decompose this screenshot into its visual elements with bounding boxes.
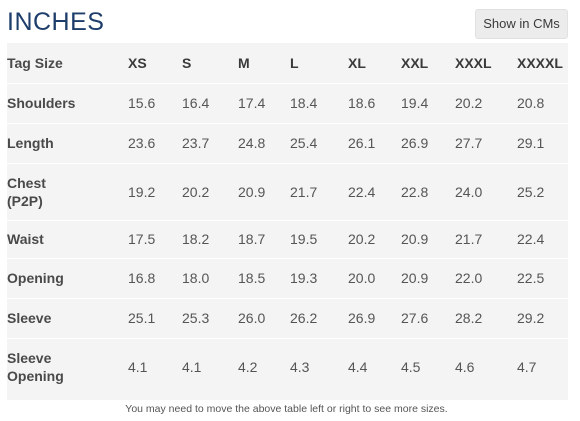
table-cell: 26.0 [238, 310, 266, 326]
row-label: Sleeve [7, 310, 52, 326]
table-cell: 19.2 [128, 183, 156, 200]
table-cell: 28.2 [455, 310, 483, 326]
table-cell: 4.3 [290, 358, 310, 375]
table-cell: 20.2 [455, 95, 483, 111]
row-label: Shoulders [7, 95, 76, 111]
table-cell: 18.2 [182, 231, 210, 247]
table-cell: 20.9 [238, 183, 266, 200]
page-title: INCHES [7, 8, 105, 36]
table-cell: 26.9 [348, 310, 376, 326]
size-header-xl: XL [348, 54, 366, 71]
table-cell: 20.0 [348, 270, 376, 286]
row-label: Waist [7, 231, 44, 247]
table-cell: 20.8 [517, 95, 545, 111]
table-cell: 22.4 [348, 183, 376, 200]
row-label: Opening [7, 270, 64, 286]
table-cell: 20.2 [182, 183, 210, 200]
size-header-xs: XS [128, 54, 147, 71]
table-cell: 20.9 [401, 231, 429, 247]
table-cell: 4.1 [182, 358, 202, 375]
table-cell: 17.5 [128, 231, 156, 247]
size-header-xxxxl: XXXXL [517, 54, 563, 71]
table-cell: 23.6 [128, 135, 156, 151]
show-in-cms-button[interactable]: Show in CMs [475, 9, 568, 39]
table-cell: 15.6 [128, 95, 156, 111]
table-cell: 4.4 [348, 358, 368, 375]
table-cell: 4.7 [517, 358, 537, 375]
table-cell: 4.6 [455, 358, 475, 375]
table-cell: 24.8 [238, 135, 266, 151]
table-cell: 29.2 [517, 310, 545, 326]
table-cell: 26.2 [290, 310, 318, 326]
table-cell: 22.4 [517, 231, 545, 247]
row-label: Chest (P2P) [7, 174, 46, 209]
table-cell: 16.4 [182, 95, 210, 111]
table-cell: 19.3 [290, 270, 318, 286]
table-row-chest: Chest (P2P) 19.2 20.2 20.9 21.7 22.4 22.8… [7, 163, 568, 220]
row-label: Sleeve Opening [7, 349, 64, 384]
table-cell: 21.7 [455, 231, 483, 247]
tag-size-header: Tag Size [7, 54, 63, 71]
table-cell: 18.7 [238, 231, 266, 247]
table-row-opening: Opening 16.8 18.0 18.5 19.3 20.0 20.9 22… [7, 258, 568, 298]
table-cell: 25.2 [517, 183, 545, 200]
size-header-s: S [182, 54, 192, 71]
table-cell: 25.1 [128, 310, 156, 326]
table-row-shoulders: Shoulders 15.6 16.4 17.4 18.4 18.6 19.4 … [7, 83, 568, 123]
table-cell: 21.7 [290, 183, 318, 200]
table-cell: 22.5 [517, 270, 545, 286]
table-cell: 18.0 [182, 270, 210, 286]
table-cell: 24.0 [455, 183, 483, 200]
table-cell: 25.3 [182, 310, 210, 326]
table-row-length: Length 23.6 23.7 24.8 25.4 26.1 26.9 27.… [7, 123, 568, 163]
table-cell: 26.9 [401, 135, 429, 151]
table-cell: 4.1 [128, 358, 148, 375]
size-header-xxl: XXL [401, 54, 429, 71]
table-cell: 25.4 [290, 135, 318, 151]
table-cell: 20.2 [348, 231, 376, 247]
table-cell: 18.4 [290, 95, 318, 111]
size-header-l: L [290, 54, 299, 71]
table-row-sleeve-opening: Sleeve Opening 4.1 4.1 4.2 4.3 4.4 4.5 4.… [7, 338, 568, 395]
table-cell: 4.5 [401, 358, 421, 375]
row-label: Length [7, 135, 54, 151]
table-cell: 18.6 [348, 95, 376, 111]
table-row-sleeve: Sleeve 25.1 25.3 26.0 26.2 26.9 27.6 28.… [7, 298, 568, 338]
table-cell: 4.2 [238, 358, 258, 375]
table-cell: 16.8 [128, 270, 156, 286]
table-cell: 19.5 [290, 231, 318, 247]
table-cell: 19.4 [401, 95, 429, 111]
size-header-xxxl: XXXL [455, 54, 492, 71]
table-cell: 23.7 [182, 135, 210, 151]
table-cell: 27.7 [455, 135, 483, 151]
scroll-hint-footnote: You may need to move the above table lef… [125, 403, 448, 415]
table-row-waist: Waist 17.5 18.2 18.7 19.5 20.2 20.9 21.7… [7, 220, 568, 258]
table-cell: 27.6 [401, 310, 429, 326]
size-chart-table: Tag Size XS S M L XL XXL XXXL XXXXL Shou… [7, 43, 568, 395]
table-cell: 22.0 [455, 270, 483, 286]
table-cell: 20.9 [401, 270, 429, 286]
table-cell: 17.4 [238, 95, 266, 111]
table-cell: 29.1 [517, 135, 545, 151]
size-header-m: M [238, 54, 250, 71]
table-cell: 22.8 [401, 183, 429, 200]
size-chart-table-container[interactable]: Tag Size XS S M L XL XXL XXXL XXXXL Shou… [7, 43, 568, 400]
table-cell: 26.1 [348, 135, 376, 151]
table-cell: 18.5 [238, 270, 266, 286]
table-header-row: Tag Size XS S M L XL XXL XXXL XXXXL [7, 43, 568, 83]
